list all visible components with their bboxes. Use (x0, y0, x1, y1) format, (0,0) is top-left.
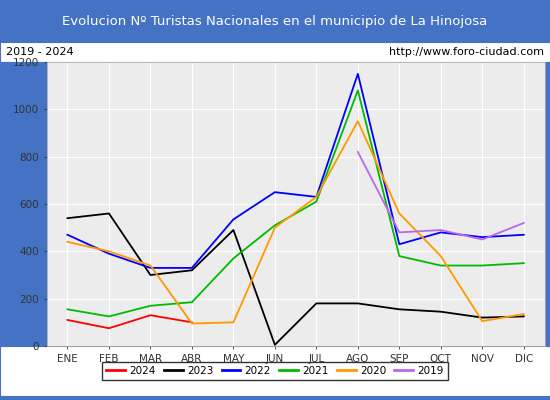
Text: http://www.foro-ciudad.com: http://www.foro-ciudad.com (389, 47, 544, 57)
Text: Evolucion Nº Turistas Nacionales en el municipio de La Hinojosa: Evolucion Nº Turistas Nacionales en el m… (62, 14, 488, 28)
Text: 2019 - 2024: 2019 - 2024 (6, 47, 73, 57)
Legend: 2024, 2023, 2022, 2021, 2020, 2019: 2024, 2023, 2022, 2021, 2020, 2019 (102, 362, 448, 380)
